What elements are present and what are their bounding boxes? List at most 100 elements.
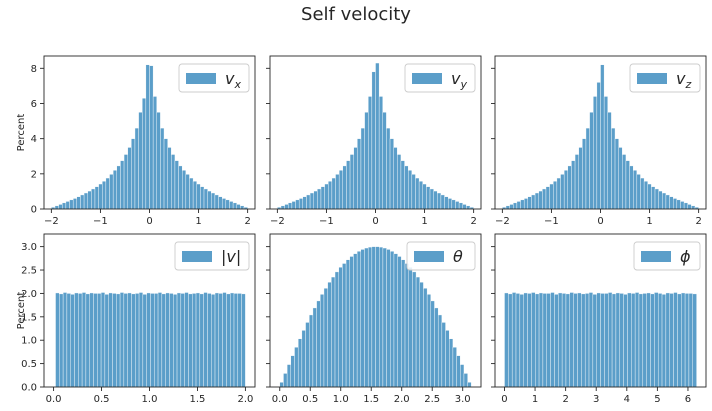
histogram-bar	[646, 292, 651, 388]
histogram-bar	[185, 174, 190, 210]
histogram-bar	[109, 174, 114, 210]
histogram-bar	[232, 202, 237, 210]
histogram-bar	[91, 188, 96, 210]
y-tick-label: 6	[31, 99, 37, 110]
histogram-bar	[455, 201, 460, 210]
histogram-bar	[593, 96, 598, 210]
histogram-bar	[615, 292, 620, 388]
histogram-bar	[156, 112, 161, 210]
histogram-bar	[116, 165, 121, 210]
histogram-bar	[538, 190, 543, 210]
histogram-bar	[452, 347, 457, 388]
x-tick-label: 4	[624, 394, 630, 405]
histogram-bar	[676, 199, 681, 210]
histogram-bar	[371, 71, 376, 210]
histogram-bar	[542, 188, 547, 210]
histogram-bar	[240, 205, 245, 210]
histogram-bar	[669, 293, 674, 388]
histogram-bar	[466, 205, 471, 210]
histogram-bar	[505, 205, 510, 210]
axes-frame	[269, 233, 482, 388]
x-tick-label: 2	[470, 216, 476, 227]
histogram-bar	[531, 292, 536, 388]
histogram-bar	[556, 177, 561, 210]
legend: ϕ	[633, 241, 701, 271]
histogram-bar	[199, 293, 204, 388]
histogram-bar	[523, 292, 528, 388]
histogram-bar	[390, 251, 395, 388]
histogram-bar	[291, 201, 296, 210]
histogram-bar	[127, 147, 132, 210]
histogram-bar	[357, 138, 362, 210]
histogram-bar	[305, 322, 310, 388]
histogram-bar	[171, 154, 176, 210]
x-tick-label: 0.5	[302, 394, 318, 405]
histogram-bar	[145, 64, 150, 210]
histogram-bar	[157, 292, 163, 388]
histogram-bar	[192, 293, 197, 388]
histogram-bar	[338, 170, 343, 210]
histogram-bar	[423, 288, 428, 388]
histogram-bar	[309, 314, 314, 388]
legend-label: vy	[451, 69, 467, 91]
histogram-bar	[320, 294, 325, 388]
legend: θ	[406, 241, 476, 271]
histogram-bar	[302, 196, 307, 210]
histogram-bar	[119, 292, 125, 388]
histogram-bar	[152, 96, 157, 210]
x-tick-label: 2.5	[424, 394, 440, 405]
y-tick-label: 0	[31, 205, 37, 216]
x-tick-label: 1.0	[142, 394, 158, 405]
histogram-bar	[404, 263, 409, 388]
histogram-bar	[89, 292, 94, 388]
histogram-bar	[367, 246, 373, 388]
histogram-bar	[78, 293, 83, 388]
histogram-bar	[364, 112, 369, 210]
histogram-bar	[320, 186, 325, 210]
histogram-bar	[638, 293, 644, 388]
histogram-bar	[578, 147, 583, 210]
subplot-6: 0 1 2 3 4 5 6 ϕ	[491, 233, 707, 405]
x-tick-label: 2	[695, 216, 701, 227]
histogram-bar	[691, 205, 696, 210]
x-tick-label: 1	[195, 216, 201, 227]
histogram-bar	[688, 293, 693, 388]
histogram-bar	[102, 181, 107, 210]
histogram-bar	[665, 194, 670, 210]
histogram-bar	[397, 256, 402, 388]
legend: vz	[629, 63, 701, 93]
histogram-bar	[515, 293, 521, 388]
histogram-bar	[611, 127, 616, 210]
histogram-bar	[561, 293, 567, 388]
histogram-bar	[233, 293, 239, 388]
histogram-bar	[131, 138, 136, 210]
histogram-bar	[426, 294, 432, 388]
histogram-bar	[633, 170, 638, 210]
histogram-bar	[662, 192, 667, 210]
axes-frame	[494, 233, 707, 388]
histogram-bar	[516, 201, 521, 210]
histogram-bar	[211, 192, 216, 210]
histogram-bar	[375, 62, 380, 210]
histogram-bar	[93, 293, 98, 388]
histogram-bar	[345, 259, 350, 388]
histogram-bar	[577, 292, 582, 388]
histogram-bar	[535, 293, 540, 388]
histogram-bar	[647, 183, 652, 210]
histogram-bar	[328, 181, 333, 210]
histogram-bar	[173, 294, 178, 388]
histogram-bar	[600, 293, 605, 388]
histogram-bar	[618, 147, 623, 210]
histogram-bar	[368, 96, 373, 210]
histogram-bar	[545, 186, 550, 210]
histogram-bar	[200, 186, 205, 210]
histogram-bar	[687, 204, 692, 210]
histogram-bar	[692, 293, 697, 388]
legend-swatch	[637, 73, 667, 84]
histogram-bar	[69, 199, 74, 210]
histogram-bar	[286, 364, 292, 388]
histogram-bar	[592, 294, 597, 388]
histogram-bar	[178, 165, 183, 210]
histogram-bar	[167, 147, 172, 210]
histogram-bar	[317, 188, 322, 210]
